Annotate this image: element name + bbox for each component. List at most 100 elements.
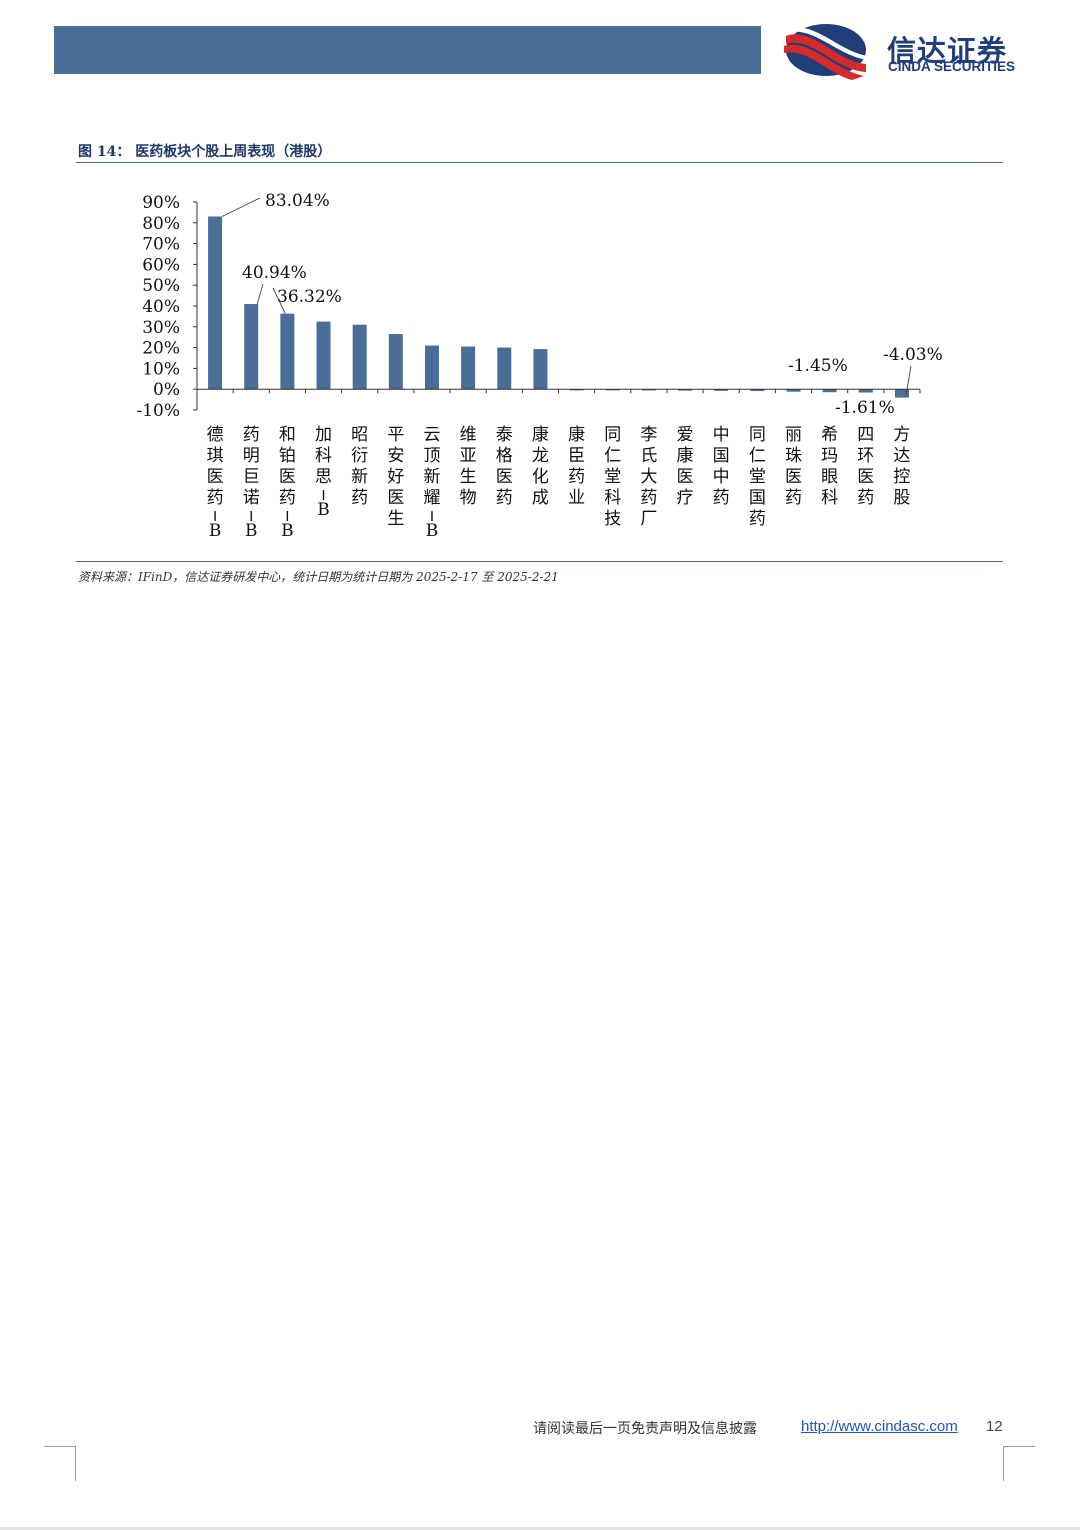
svg-text:希: 希 [821, 425, 838, 445]
svg-text:平: 平 [387, 425, 404, 445]
bar [894, 389, 909, 398]
leader-line [272, 287, 286, 314]
y-tick-label: 60% [142, 255, 180, 275]
cinda-logo-icon [784, 24, 868, 80]
page-number: 12 [986, 1418, 1003, 1435]
source-rule [76, 561, 1003, 562]
y-tick-label: -10% [136, 401, 180, 421]
svg-text:医: 医 [496, 467, 513, 487]
svg-text:李: 李 [640, 425, 657, 445]
svg-text:医: 医 [279, 467, 296, 487]
y-tick-label: 80% [142, 214, 180, 234]
data-label: 36.32% [277, 287, 342, 307]
svg-text:药: 药 [749, 509, 766, 529]
website-link[interactable]: http://www.cindasc.com [801, 1418, 958, 1435]
bar [858, 389, 873, 393]
y-tick-label: 0% [153, 380, 180, 400]
svg-text:格: 格 [496, 446, 513, 466]
bar [786, 389, 801, 392]
svg-text:康: 康 [568, 425, 585, 445]
bottom-band [0, 1527, 1080, 1530]
svg-text:琪: 琪 [207, 446, 224, 466]
bar [678, 389, 693, 391]
bar [316, 321, 331, 390]
svg-text:堂: 堂 [749, 467, 766, 487]
svg-text:龙: 龙 [532, 446, 549, 466]
svg-text:B: B [317, 500, 330, 520]
svg-text:巨: 巨 [243, 467, 260, 487]
bar-chart: 90%80%70%60%50%40%30%20%10%0%-10% 德琪医药B药… [136, 191, 943, 541]
svg-text:新: 新 [351, 467, 368, 487]
svg-text:新: 新 [423, 467, 440, 487]
svg-text:氏: 氏 [640, 446, 657, 466]
data-label: -4.03% [883, 345, 943, 365]
bar [352, 324, 367, 390]
y-tick-label: 70% [142, 235, 180, 255]
data-label: 83.04% [265, 191, 330, 211]
svg-text:衍: 衍 [351, 446, 368, 466]
y-tick-label: 10% [142, 359, 180, 379]
y-tick-label: 20% [142, 339, 180, 359]
svg-text:眼: 眼 [821, 467, 838, 487]
logo-chinese-text: 信达证券 [887, 34, 1008, 68]
svg-text:好: 好 [387, 467, 404, 487]
svg-text:安: 安 [387, 446, 404, 466]
bar [605, 389, 620, 391]
y-tick-label: 50% [142, 276, 180, 296]
svg-text:维: 维 [460, 425, 477, 445]
svg-text:康: 康 [677, 446, 694, 466]
svg-text:珠: 珠 [785, 446, 802, 466]
bar [641, 389, 656, 391]
leader-line [905, 365, 912, 396]
svg-text:医: 医 [677, 467, 694, 487]
svg-text:生: 生 [460, 467, 477, 487]
bar [461, 346, 476, 390]
y-axis: 90%80%70%60%50%40%30%20%10%0%-10% [136, 193, 198, 421]
svg-text:康: 康 [532, 425, 549, 445]
bar [280, 313, 295, 390]
svg-text:仁: 仁 [749, 446, 766, 466]
svg-text:医: 医 [857, 467, 874, 487]
svg-text:仁: 仁 [604, 446, 621, 466]
svg-text:中: 中 [713, 425, 730, 445]
svg-text:医: 医 [387, 488, 404, 508]
bar [388, 334, 403, 390]
bars [208, 216, 909, 398]
svg-text:思: 思 [315, 467, 332, 487]
svg-text:药: 药 [857, 488, 874, 508]
y-tick-label: 90% [142, 193, 180, 213]
bar [244, 304, 259, 390]
svg-text:顶: 顶 [423, 446, 440, 466]
svg-text:控: 控 [893, 467, 910, 487]
svg-text:生: 生 [387, 509, 404, 529]
svg-text:同: 同 [604, 425, 621, 445]
data-label: -1.45% [788, 356, 848, 376]
svg-text:加: 加 [315, 425, 332, 445]
svg-text:国: 国 [713, 446, 730, 466]
svg-text:技: 技 [604, 509, 621, 529]
svg-text:药: 药 [496, 488, 513, 508]
svg-text:臣: 臣 [568, 446, 585, 466]
svg-text:科: 科 [604, 488, 621, 508]
svg-text:药: 药 [785, 488, 802, 508]
title-rule [76, 162, 1003, 163]
svg-text:达: 达 [893, 446, 910, 466]
svg-text:药: 药 [279, 488, 296, 508]
header-bar [54, 26, 761, 74]
svg-text:股: 股 [893, 488, 910, 508]
svg-text:诺: 诺 [243, 488, 260, 508]
svg-text:同: 同 [749, 425, 766, 445]
svg-text:和: 和 [279, 425, 296, 445]
